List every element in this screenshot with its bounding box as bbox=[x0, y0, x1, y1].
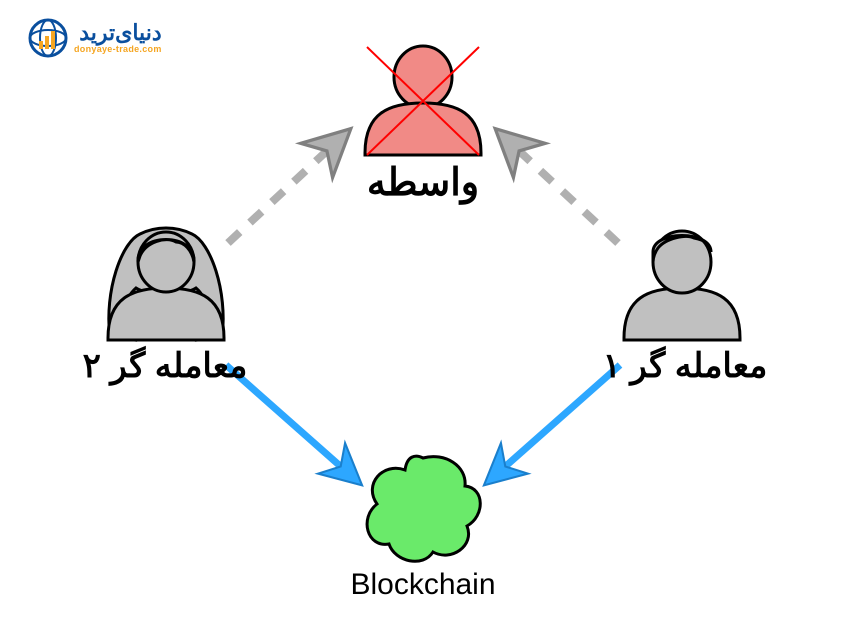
node-trader2 bbox=[108, 228, 224, 340]
label-trader2: معامله گر ۲ bbox=[50, 346, 280, 386]
node-intermediary bbox=[365, 46, 481, 155]
label-intermediary: واسطه bbox=[323, 160, 523, 205]
node-blockchain bbox=[367, 456, 480, 561]
node-trader1 bbox=[624, 231, 740, 340]
diagram-svg bbox=[0, 0, 847, 633]
diagram-canvas: دنیای‌ترید donyaye-trade.com bbox=[0, 0, 847, 633]
label-blockchain: Blockchain bbox=[323, 568, 523, 602]
label-trader1: معامله گر ۱ bbox=[570, 346, 800, 386]
